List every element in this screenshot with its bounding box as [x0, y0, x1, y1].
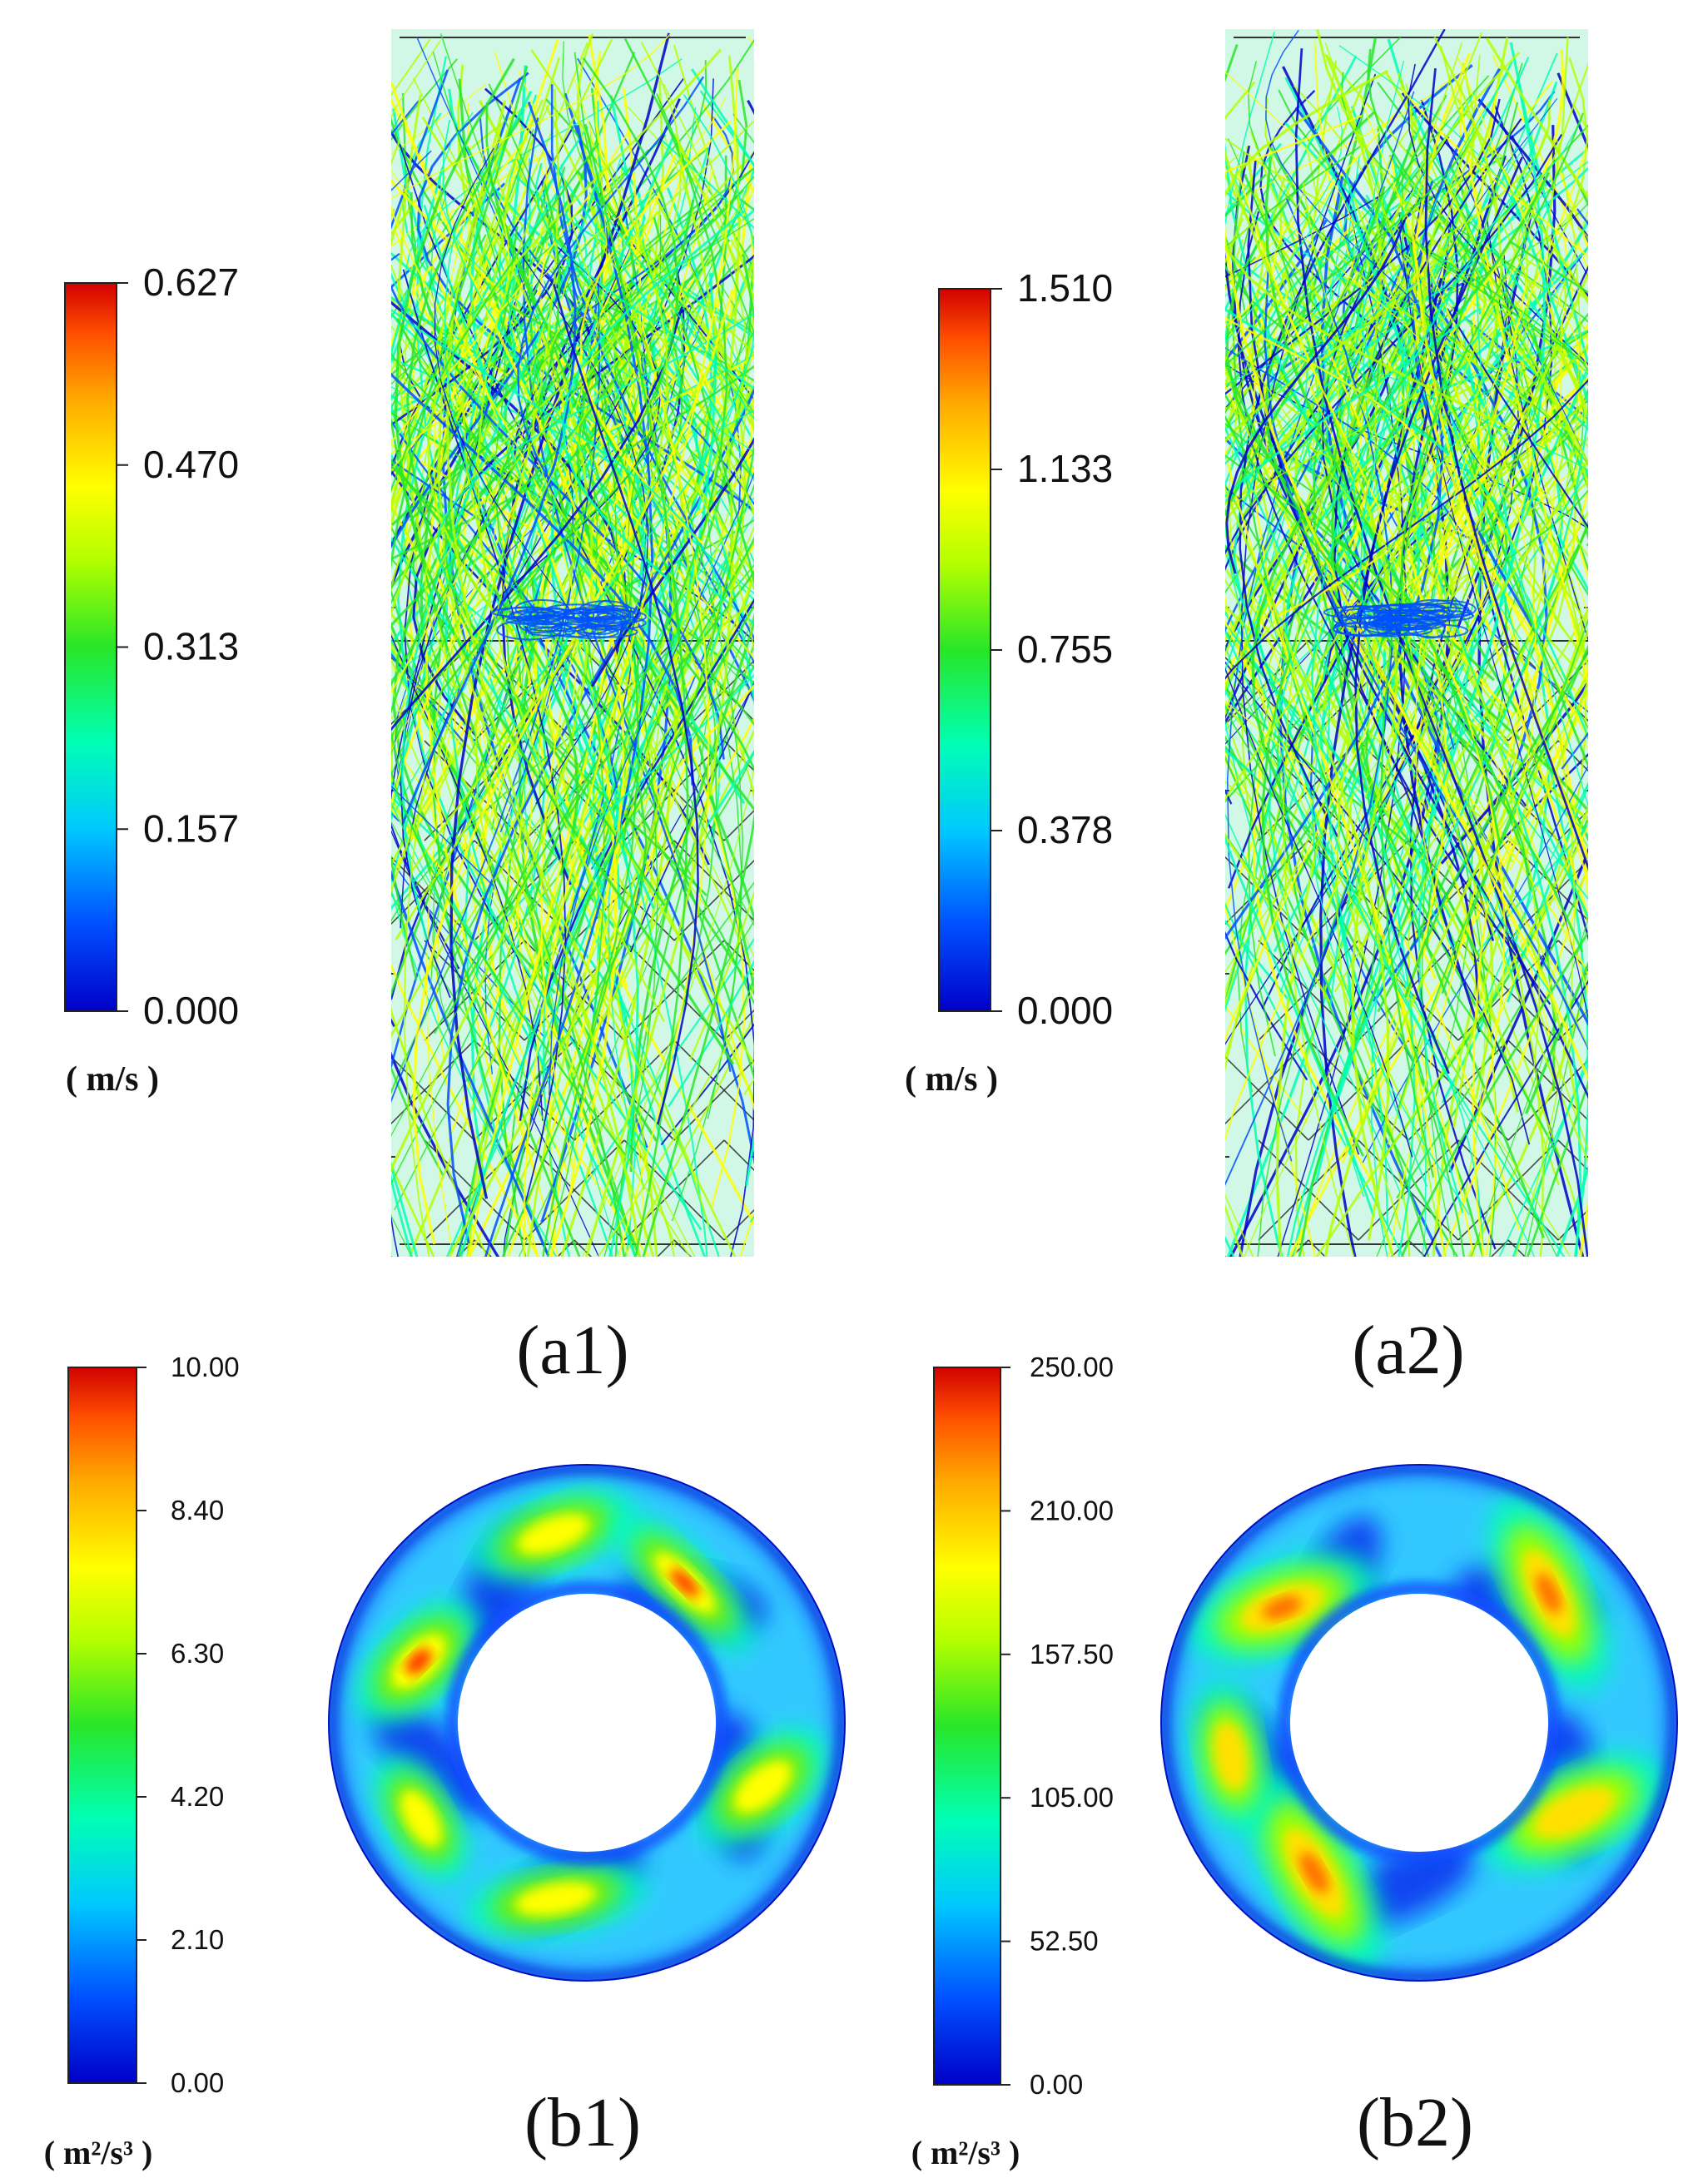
colorbar-tick-label: 0.378 [1017, 808, 1113, 851]
colorbar-a2: 1.510 1.133 0.755 0.378 0.000 ( m/s ) [905, 266, 1113, 1099]
panel-b2: 250.00 210.00 157.50 105.00 52.50 0.00 ( m²/s… [911, 1352, 1678, 2171]
colorbar-tick-label: 6.30 [171, 1638, 224, 1669]
colorbar-a1-ticks: 0.627 0.470 0.313 0.157 0.000 [117, 260, 239, 1032]
annulus-contour-b2 [1160, 1464, 1678, 1982]
panel-label-a1: (a1) [516, 1312, 628, 1389]
streamlines [1225, 29, 1588, 1257]
colorbar-tick-label: 2.10 [171, 1924, 224, 1955]
annulus-outer-edge [328, 1464, 846, 1982]
colorbar-tick-label: 4.20 [171, 1781, 224, 1812]
colorbar-a1-unit: ( m/s ) [66, 1060, 159, 1099]
contour-field [329, 1465, 845, 1981]
annulus-outer-edge [1160, 1464, 1678, 1982]
colorbar-tick-label: 0.470 [143, 443, 239, 486]
panel-label-b1: (b1) [524, 2084, 641, 2161]
colorbar-tick-label: 10.00 [171, 1352, 240, 1382]
colorbar-a2-unit: ( m/s ) [905, 1060, 998, 1099]
vortex-region [1323, 598, 1477, 639]
colorbar-b1-unit: ( m²/s³ ) [44, 2134, 153, 2171]
panel-label-a2: (a2) [1352, 1312, 1464, 1389]
colorbar-b2: 250.00 210.00 157.50 105.00 52.50 0.00 ( m²/s… [911, 1352, 1114, 2171]
colorbar-tick-label: 0.755 [1017, 628, 1113, 671]
panel-a2: 1.510 1.133 0.755 0.378 0.000 ( m/s ) (a2) [905, 29, 1588, 1389]
panel-a1: 0.627 0.470 0.313 0.157 0.000 ( m/s ) (a1) [64, 29, 754, 1389]
colorbar-tick-label: 0.000 [1017, 989, 1113, 1032]
colorbar-tick-label: 0.000 [143, 989, 239, 1032]
streamlines [391, 32, 754, 1257]
colorbar-tick-label: 0.00 [1030, 2069, 1083, 2100]
colorbar-a2-ticks: 1.510 1.133 0.755 0.378 0.000 [991, 266, 1113, 1032]
colorbar-b2-unit: ( m²/s³ ) [911, 2134, 1020, 2171]
panel-label-b2: (b2) [1357, 2084, 1473, 2161]
streamline-plot-a1 [391, 29, 754, 1257]
colorbar-tick-label: 1.133 [1017, 447, 1113, 490]
colorbar-tick-label: 250.00 [1030, 1352, 1114, 1382]
colorbar-tick-label: 8.40 [171, 1495, 224, 1526]
colorbar-tick-label: 52.50 [1030, 1926, 1099, 1957]
annulus-contour-b1 [328, 1464, 846, 1982]
colorbar-tick-label: 157.50 [1030, 1639, 1114, 1669]
colorbar-tick-label: 105.00 [1030, 1782, 1114, 1813]
colorbar-tick-label: 0.157 [143, 806, 239, 850]
colorbar-a1-gradient [64, 282, 117, 1012]
colorbar-a1: 0.627 0.470 0.313 0.157 0.000 ( m/s ) [64, 260, 239, 1099]
colorbar-b1: 10.00 8.40 6.30 4.20 2.10 0.00 ( m²/s³ ) [44, 1352, 240, 2171]
contour-field [1161, 1465, 1677, 1981]
colorbar-tick-label: 0.00 [171, 2067, 224, 2098]
colorbar-tick-label: 0.627 [143, 260, 239, 304]
colorbar-tick-label: 210.00 [1030, 1495, 1114, 1526]
colorbar-tick-label: 0.313 [143, 625, 239, 668]
colorbar-b1-gradient [67, 1367, 137, 2084]
streamline-plot-a2 [1225, 29, 1588, 1257]
colorbar-b1-ticks: 10.00 8.40 6.30 4.20 2.10 0.00 [137, 1352, 240, 2098]
vortex-region [490, 599, 647, 641]
colorbar-a2-gradient [938, 288, 991, 1012]
colorbar-b2-gradient [933, 1367, 1001, 2086]
panel-b1: 10.00 8.40 6.30 4.20 2.10 0.00 ( m²/s³ ) (b1) [44, 1352, 846, 2171]
colorbar-tick-label: 1.510 [1017, 266, 1113, 310]
colorbar-b2-ticks: 250.00 210.00 157.50 105.00 52.50 0.00 [1000, 1352, 1114, 2100]
